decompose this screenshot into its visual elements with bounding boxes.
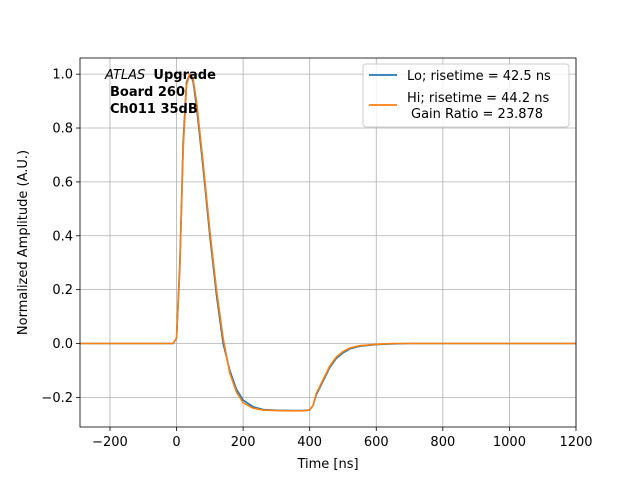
legend: Lo; risetime = 42.5 ns Hi; risetime = 44… [362, 63, 570, 128]
y-axis-label: Normalized Amplitude (A.U.) [16, 150, 31, 335]
plot-lines [80, 73, 576, 412]
y-tick-label: 0.0 [52, 337, 73, 352]
x-tick-label: 1000 [493, 435, 526, 450]
x-tick-label: 200 [231, 435, 256, 450]
x-tick-label: −200 [92, 435, 128, 450]
legend-label-hi: Hi; risetime = 44.2 ns [407, 91, 549, 106]
plot-frame [79, 57, 577, 428]
x-tick-label: 400 [297, 435, 322, 450]
x-tick-label: 800 [430, 435, 455, 450]
x-axis-label: Time [ns] [296, 457, 358, 472]
legend-label-lo: Lo; risetime = 42.5 ns [407, 69, 551, 84]
y-tick-label: 0.8 [52, 122, 73, 137]
y-tick-label: 0.4 [52, 229, 73, 244]
legend-label-hi-gain: Gain Ratio = 23.878 [411, 107, 543, 122]
y-tick-label: 1.0 [52, 68, 73, 83]
x-tick-label: 0 [172, 435, 180, 450]
y-tick-label: −0.2 [41, 391, 73, 406]
x-tick-label: 600 [364, 435, 389, 450]
y-tick-label: 0.6 [52, 175, 73, 190]
annotation-channel: Ch011 35dB [110, 102, 198, 117]
legend-frame [362, 63, 570, 128]
annotation-line-1: ATLAS Upgrade [104, 68, 216, 83]
annotation-status: Upgrade [153, 68, 216, 83]
annotation-board: Board 260 [110, 85, 185, 100]
y-tick-label: 0.2 [52, 283, 73, 298]
x-tick-label: 1200 [559, 435, 592, 450]
series-line-hi [80, 73, 576, 412]
axis-ticks: −200 0 200 400 600 800 1000 1200 −0.2 0.0 0.2 0.4 0.… [41, 68, 592, 450]
annotation: ATLAS Upgrade Board 260 Ch011 35dB [104, 68, 216, 117]
annotation-experiment: ATLAS [104, 68, 145, 83]
